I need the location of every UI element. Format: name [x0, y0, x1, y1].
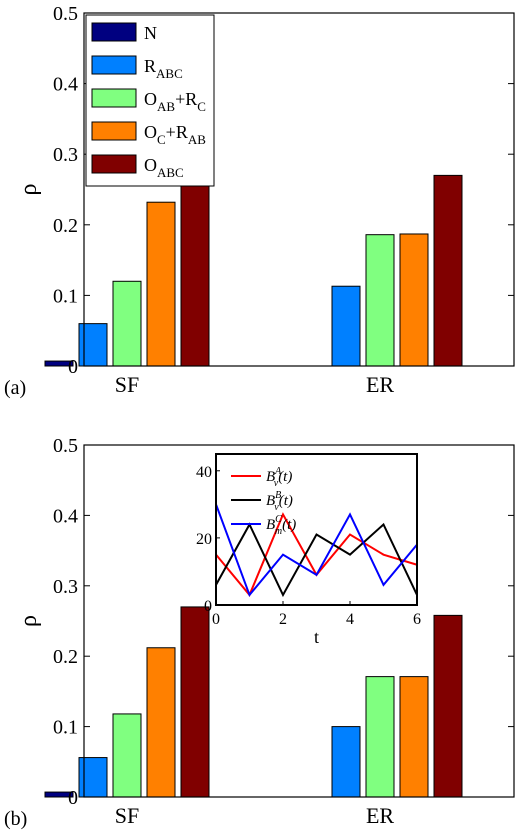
legend-main: O: [144, 89, 157, 109]
inset-y-tick-label: 0: [204, 598, 212, 615]
inset-legend-suffix: (t): [279, 493, 293, 509]
legend-sub2: AB: [188, 132, 206, 147]
bar-sf-series-5: [180, 606, 210, 798]
inset-legend-suffix: (t): [278, 469, 292, 485]
y-tick-label: 0.2: [53, 215, 78, 237]
inset-legend-entry: BC m(t): [266, 514, 296, 537]
legend-entry: OAB+RC: [144, 89, 206, 114]
legend-sub: ABC: [157, 165, 184, 180]
y-tick-label: 0.5: [53, 3, 78, 25]
panel-b: SF ER 0 0.1 0.2 0.3 0.4 0.5 ρ (b): [4, 435, 515, 830]
bar-sf-series-3: [112, 713, 142, 798]
bar-sf-series-1: [44, 791, 74, 798]
inset-y-tick-label: 20: [196, 531, 212, 548]
inset-legend-sub: v: [274, 502, 279, 513]
bar-er-series-4: [399, 676, 429, 798]
bar-sf-series-1: [44, 360, 74, 367]
bar-er-series-2: [331, 285, 361, 367]
x-tick-label: SF: [115, 372, 139, 397]
inset-legend-sub: m: [275, 526, 282, 537]
legend-main: O: [144, 122, 157, 142]
inset-legend-sup: C: [275, 514, 282, 525]
legend-main2: +R: [175, 89, 197, 109]
inset-x-tick-label: 4: [346, 611, 354, 628]
legend-main: O: [144, 155, 157, 175]
bar-sf-series-2: [78, 757, 108, 798]
inset-legend-sup: B: [275, 490, 281, 501]
legend-sub2: C: [197, 99, 206, 114]
legend-main: R: [144, 56, 156, 76]
y-tick-label: 0.4: [53, 505, 78, 527]
bar-sf-series-3: [112, 280, 142, 367]
y-tick-label: 0.1: [53, 285, 78, 307]
bar-er-series-3: [365, 676, 395, 798]
legend-main2: +R: [166, 122, 188, 142]
legend-swatch: [91, 22, 137, 42]
inset-legend-sup: A: [274, 466, 282, 477]
bar-sf-series-4: [146, 647, 176, 798]
legend-swatch: [91, 121, 137, 141]
panel-a: SF ER00.10.20.30.40.5ρ(a)NRABCOAB+RCOC+RA…: [4, 3, 515, 399]
bar-er-series-4: [399, 233, 429, 367]
inset-x-tick-label: 0: [212, 611, 220, 628]
bar-sf-series-4: [146, 201, 176, 367]
y-axis-label: ρ: [16, 184, 42, 196]
bar-sf-series-2: [78, 323, 108, 367]
bar-sf-series-5: [180, 172, 210, 367]
panel-label: (a): [4, 377, 26, 399]
y-tick-label: 0.1: [53, 717, 78, 739]
legend-swatch: [91, 88, 137, 108]
y-tick-label: 0.3: [53, 576, 78, 598]
inset-x-axis-label: t: [314, 627, 319, 647]
bar-er-series-2: [331, 726, 361, 798]
y-tick-label: 0.2: [53, 646, 78, 668]
legend-entry: RABC: [144, 56, 183, 81]
axes-frame: [83, 444, 515, 798]
y-tick-label: 0: [68, 787, 78, 809]
y-tick-label: 0.5: [53, 435, 78, 457]
inset-x-tick-label: 6: [413, 611, 421, 628]
y-tick-label: 0.3: [53, 144, 78, 166]
legend-sub: ABC: [156, 66, 183, 81]
inset-background: [216, 454, 417, 605]
panel-label: (b): [4, 808, 27, 830]
bar-er-series-3: [365, 234, 395, 367]
x-tick-label: ER: [366, 372, 394, 397]
inset-legend-sub: v: [274, 478, 279, 489]
legend-sub: C: [157, 132, 166, 147]
legend-swatch: [91, 154, 137, 174]
inset-x-tick-label: 2: [279, 611, 287, 628]
legend-sub: AB: [157, 99, 175, 114]
inset-legend-main: B: [266, 517, 275, 533]
inset-y-tick-label: 40: [196, 464, 212, 481]
inset-legend-main: B: [266, 493, 275, 509]
bar-er-series-5: [433, 614, 463, 798]
bar-er-series-5: [433, 174, 463, 367]
inset-series-line-3: [215, 503, 418, 597]
legend-main: N: [144, 23, 157, 43]
legend-entry: N: [144, 23, 157, 43]
y-tick-label: 0: [68, 356, 78, 378]
legend-entry: OC+RAB: [144, 122, 206, 147]
inset-legend-entry: BA v(t): [266, 466, 292, 489]
inset-legend-entry: BB v(t): [266, 490, 293, 513]
legend-entry: OABC: [144, 155, 184, 180]
axes-frame: [83, 12, 515, 367]
legend-swatch: [91, 55, 137, 75]
inset-frame: [215, 453, 418, 606]
x-tick-label: ER: [366, 803, 394, 828]
y-tick-label: 0.4: [53, 74, 78, 96]
inset-legend-main: B: [266, 469, 275, 485]
inset-legend-suffix: (t): [282, 517, 296, 533]
y-axis-label: ρ: [16, 615, 42, 627]
x-tick-label: SF: [115, 803, 139, 828]
